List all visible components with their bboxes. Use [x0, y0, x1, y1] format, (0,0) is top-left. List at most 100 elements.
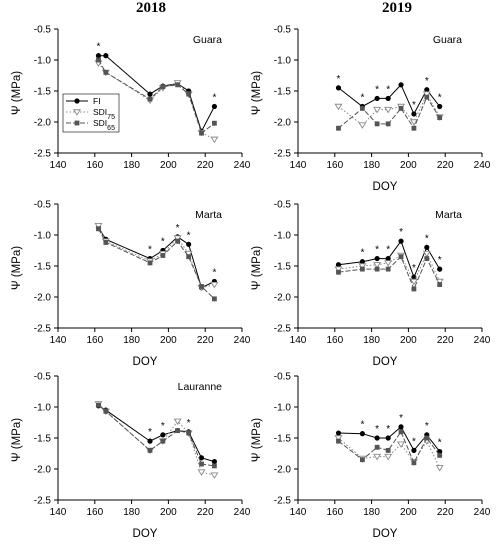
data-point — [336, 269, 341, 275]
y-tick-label: -1.5 — [274, 87, 292, 98]
data-point — [199, 130, 204, 136]
data-point — [374, 435, 380, 441]
x-tick-label: 220 — [197, 335, 214, 346]
y-tick-label: -1.0 — [34, 231, 52, 242]
data-point — [160, 438, 166, 444]
series-line — [98, 227, 215, 289]
significance-marker: * — [399, 227, 403, 238]
y-tick-label: -2.0 — [274, 465, 292, 476]
data-point — [360, 266, 365, 272]
data-point — [409, 278, 418, 286]
x-tick-label: 220 — [437, 160, 454, 171]
significance-marker: * — [438, 93, 442, 104]
x-axis-label: DOY — [373, 528, 398, 540]
data-point — [437, 282, 443, 287]
data-point — [374, 121, 380, 127]
data-point — [103, 70, 109, 75]
data-point — [147, 91, 153, 97]
significance-marker: * — [161, 421, 165, 432]
data-point — [385, 435, 391, 441]
data-point — [210, 281, 219, 289]
data-point — [334, 435, 343, 442]
significance-marker: * — [425, 76, 429, 87]
data-point — [424, 94, 430, 100]
x-tick-label: 240 — [474, 160, 491, 171]
data-point — [422, 91, 431, 98]
data-point — [374, 95, 380, 102]
x-tick-label: 200 — [160, 507, 177, 518]
legend-box — [62, 93, 120, 133]
year-header-2019: 2019 — [382, 0, 412, 16]
cultivar-label: Lauranne — [178, 381, 223, 393]
y-tick-label: -2.5 — [34, 496, 52, 507]
y-tick-label: -1.0 — [274, 231, 292, 242]
data-point — [147, 438, 153, 444]
series-sdi75 — [94, 401, 219, 479]
data-point — [335, 430, 342, 436]
data-point — [411, 286, 417, 292]
significance-marker: * — [386, 84, 390, 95]
y-tick-label: -0.5 — [274, 372, 292, 383]
y-tick-label: -2.0 — [34, 118, 52, 129]
x-tick-label: 220 — [437, 335, 454, 346]
y-tick-label: -2.0 — [274, 293, 292, 304]
y-tick-label: -0.5 — [274, 25, 292, 36]
data-point — [186, 91, 192, 97]
significance-marker: * — [212, 93, 216, 104]
significance-marker: * — [386, 245, 390, 256]
y-tick-label: -1.0 — [34, 56, 52, 67]
series-sdi75 — [334, 435, 444, 472]
x-tick-label: 220 — [197, 160, 214, 171]
series-fi — [95, 403, 217, 465]
data-point — [411, 125, 417, 131]
data-point — [211, 458, 217, 465]
x-axis-label: DOY — [373, 181, 398, 193]
data-point — [335, 262, 342, 268]
series-sdi65 — [336, 429, 443, 466]
data-point — [437, 115, 443, 121]
y-tick-label: -0.5 — [274, 200, 292, 211]
significance-marker: * — [360, 420, 364, 431]
data-point — [359, 259, 365, 265]
data-point — [96, 226, 101, 232]
x-tick-label: 220 — [437, 507, 454, 518]
legend-item-fi: FI — [66, 96, 101, 106]
y-axis-label: Ψ (MPa) — [11, 246, 23, 290]
x-tick-label: 240 — [474, 335, 491, 346]
y-tick-label: -1.5 — [34, 434, 52, 445]
data-point — [409, 119, 418, 126]
legend-label-subscript: 65 — [107, 125, 115, 132]
y-axis-label: Ψ (MPa) — [251, 418, 263, 462]
y-tick-label: -2.0 — [274, 118, 292, 129]
x-tick-label: 140 — [290, 160, 307, 171]
y-tick-label: -2.0 — [34, 465, 52, 476]
series-sdi65 — [96, 226, 217, 302]
data-point — [411, 274, 417, 280]
data-point — [96, 402, 101, 408]
data-point — [336, 438, 341, 444]
data-point — [147, 96, 153, 102]
data-point — [186, 254, 192, 260]
legend-marker — [72, 109, 82, 116]
x-tick-label: 140 — [290, 335, 307, 346]
x-tick-label: 180 — [363, 507, 380, 518]
x-tick-label: 240 — [234, 160, 251, 171]
x-tick-label: 180 — [123, 507, 140, 518]
x-tick-label: 160 — [86, 160, 103, 171]
data-point — [437, 452, 443, 458]
y-tick-label: -0.5 — [34, 372, 52, 383]
year-header-2018: 2018 — [136, 0, 166, 16]
data-point — [335, 85, 342, 91]
legend-label-subscript: 75 — [107, 114, 115, 121]
y-tick-label: -0.5 — [34, 25, 52, 36]
cultivar-label: Guara — [433, 34, 462, 46]
y-tick-label: -1.0 — [34, 403, 52, 414]
significance-marker: * — [148, 427, 152, 438]
data-point — [398, 238, 404, 244]
cultivar-label: Marta — [195, 209, 222, 221]
data-point — [160, 432, 166, 438]
series-line — [98, 59, 215, 135]
